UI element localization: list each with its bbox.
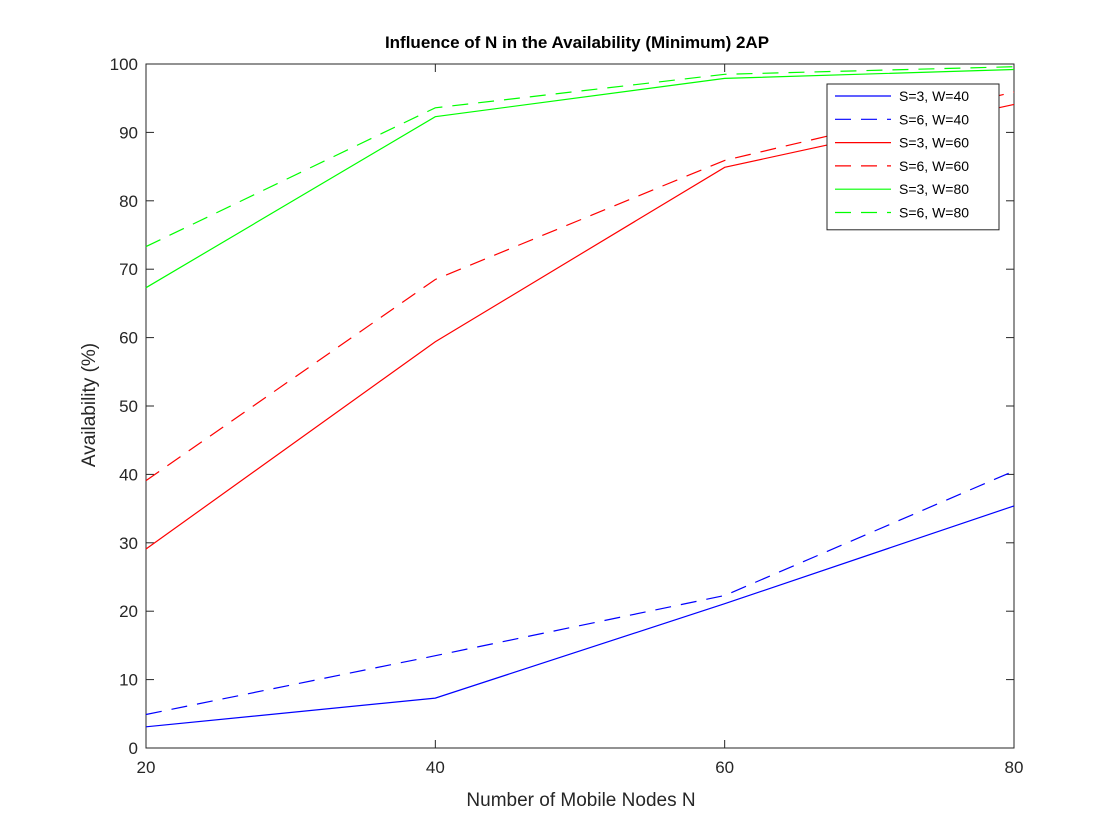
y-tick-label: 20 (119, 602, 138, 621)
plot-axes: 20 40 60 80 0 10 20 30 40 50 60 70 80 90 100 (110, 55, 1024, 777)
y-tick-label: 40 (119, 465, 138, 484)
legend-label: S=6, W=60 (899, 158, 969, 174)
series-line-2 (145, 470, 1015, 716)
x-tick-label: 20 (137, 758, 156, 777)
y-tick-label: 90 (119, 123, 138, 142)
y-tick-label: 70 (119, 260, 138, 279)
y-axis-label: Availability (%) (79, 343, 100, 467)
legend-label: S=3, W=60 (899, 135, 969, 151)
legend-label: S=3, W=80 (899, 181, 969, 197)
y-tick-label: 100 (110, 55, 138, 74)
legend-label: S=3, W=40 (899, 88, 969, 104)
x-tick-label: 80 (1005, 758, 1024, 777)
legend-box (826, 83, 1000, 231)
legend-label: S=6, W=80 (899, 205, 969, 221)
y-tick-label: 50 (119, 397, 138, 416)
series-line-1 (145, 505, 1015, 728)
y-tick-label: 60 (119, 329, 138, 348)
series-line-5 (145, 68, 1015, 289)
legend-label: S=6, W=40 (899, 111, 969, 127)
x-tick-label: 60 (715, 758, 734, 777)
y-tick-label: 10 (119, 671, 138, 690)
x-axis-label: Number of Mobile Nodes N (466, 790, 695, 811)
y-tick-label: 30 (119, 534, 138, 553)
y-tick-label: 0 (129, 739, 138, 758)
chart-title: Influence of N in the Availability (Mini… (385, 33, 769, 52)
series-line-6 (145, 66, 1015, 248)
y-tick-label: 80 (119, 192, 138, 211)
x-tick-label: 40 (426, 758, 445, 777)
legend: S=3, W=40 S=6, W=40 S=3, W=60 S=6, W=60 S=3,… (826, 83, 1000, 231)
